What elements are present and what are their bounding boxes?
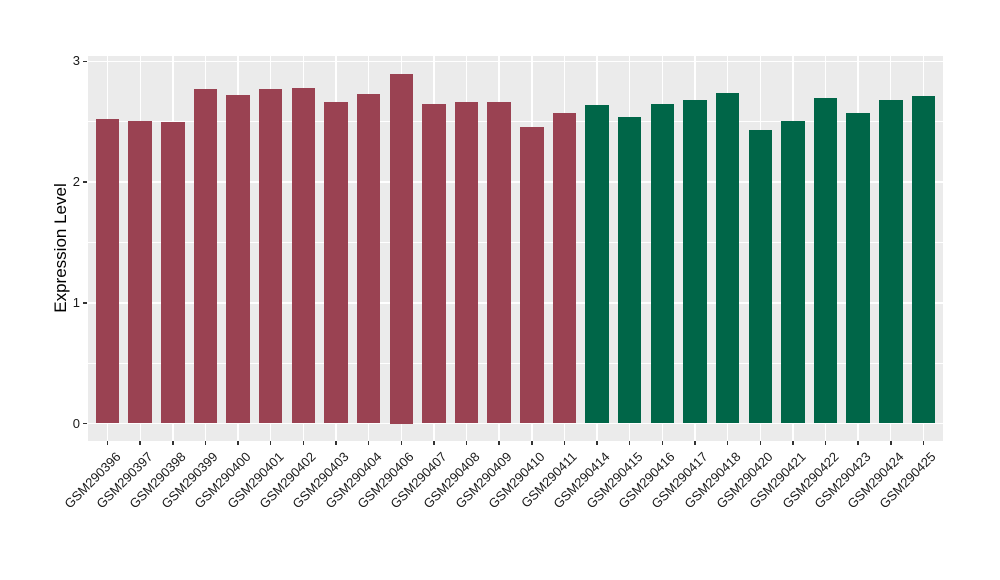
bar-GSM290408 [454,102,479,424]
x-tick-mark [106,441,109,445]
x-tick-mark [269,441,272,445]
x-tick-mark [237,441,239,445]
bar-GSM290403 [324,102,348,424]
x-tick-mark [726,441,729,445]
x-tick-mark [596,441,598,445]
x-tick-mark [433,441,435,445]
h-gridline-minor [88,121,943,123]
bar-GSM290423 [846,113,870,424]
bar-GSM290402 [291,87,316,424]
h-gridline-major [88,181,943,183]
h-gridline-major [88,60,943,63]
x-tick-mark [335,441,337,445]
bar-GSM290417 [683,100,707,424]
x-tick-mark [367,441,370,445]
bar-GSM290425 [911,96,936,424]
bar-GSM290396 [95,119,120,424]
bar-GSM290409 [487,102,511,424]
y-tick-label: 1 [72,294,80,310]
bar-GSM290414 [585,104,609,424]
bar-GSM290410 [520,126,544,424]
y-tick-label: 2 [72,174,80,190]
x-tick-mark [661,441,664,445]
bar-GSM290418 [715,92,740,424]
x-tick-mark [890,441,892,445]
bar-GSM290407 [422,103,446,424]
x-tick-mark [531,441,533,445]
bar-GSM290401 [259,89,283,424]
x-tick-mark [172,441,174,445]
y-tick-mark [83,60,87,63]
bar-GSM290415 [617,116,642,424]
bar-GSM290411 [552,113,577,424]
h-gridline-major [88,422,943,425]
x-tick-mark [302,441,305,445]
y-tick-mark [83,302,87,304]
h-gridline-major [88,302,943,304]
x-tick-mark [465,441,468,445]
x-tick-mark [628,441,631,445]
bar-GSM290416 [650,103,675,424]
h-gridline-minor [88,242,943,243]
y-tick-mark [83,422,87,425]
h-gridline-minor [88,362,943,364]
x-tick-mark [922,441,925,445]
plot-panel [88,56,943,441]
x-tick-mark [400,441,403,445]
x-tick-mark [694,441,696,445]
bar-GSM290424 [879,100,903,424]
x-tick-mark [824,441,827,445]
x-tick-mark [792,441,794,445]
bar-GSM290399 [193,89,218,424]
y-tick-label: 3 [72,53,80,69]
bar-GSM290400 [226,95,250,424]
x-tick-mark [204,441,207,445]
bar-GSM290422 [813,97,838,424]
bar-GSM290421 [781,120,805,424]
bar-GSM290406 [389,73,414,424]
x-tick-mark [857,441,859,445]
bar-GSM290398 [161,121,185,424]
x-tick-mark [498,441,500,445]
x-tick-mark [563,441,566,445]
y-axis-title: Expression Level [51,183,70,313]
y-tick-mark [83,181,87,183]
y-tick-label: 0 [72,415,80,431]
bar-GSM290397 [128,120,152,424]
x-tick-mark [139,441,141,445]
bar-GSM290420 [748,130,772,424]
x-tick-mark [759,441,761,445]
bar-GSM290404 [356,94,381,424]
